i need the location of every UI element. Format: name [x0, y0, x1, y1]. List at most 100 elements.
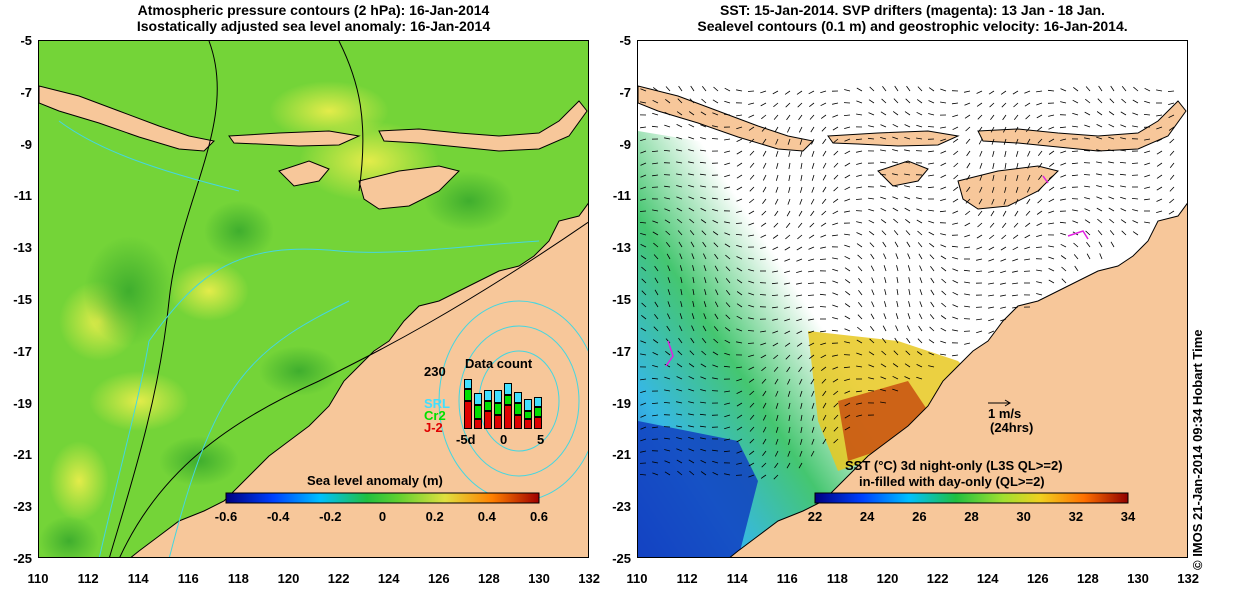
velocity-arrow: [1037, 198, 1043, 204]
velocity-arrow: [963, 269, 971, 272]
velocity-arrow: [1121, 98, 1127, 104]
velocity-arrow: [713, 326, 719, 332]
velocity-arrow: [991, 138, 995, 145]
velocity-arrow: [808, 234, 815, 239]
velocity-arrow: [807, 294, 815, 296]
velocity-arrow: [760, 234, 767, 238]
velocity-arrow: [749, 162, 755, 168]
velocity-arrow: [640, 340, 647, 344]
velocity-arrow: [856, 100, 863, 104]
velocity-arrow: [1108, 149, 1115, 152]
velocity-arrow: [762, 186, 767, 193]
velocity-arrow: [800, 162, 803, 169]
velocity-arrow: [833, 174, 839, 180]
velocity-arrow: [977, 222, 983, 228]
velocity-arrow: [762, 438, 767, 445]
velocity-arrow: [1132, 209, 1139, 212]
velocity-arrow: [784, 330, 791, 334]
velocity-arrow: [714, 313, 719, 320]
velocity-arrow: [748, 292, 755, 296]
velocity-arrow: [1083, 149, 1091, 152]
velocity-arrow: [919, 277, 923, 284]
velocity-arrow: [966, 174, 971, 181]
velocity-arrow: [640, 150, 647, 154]
left-title-line1: Atmospheric pressure contours (2 hPa): 1…: [137, 2, 490, 18]
velocity-arrow: [725, 290, 731, 296]
velocity-arrow: [676, 388, 683, 392]
velocity-arrow: [775, 426, 779, 433]
velocity-arrow: [844, 244, 851, 248]
velocity-arrow: [916, 376, 923, 380]
velocity-arrow: [712, 377, 719, 380]
data-count-bar: [484, 411, 492, 429]
velocity-arrow: [896, 277, 899, 284]
velocity-arrow: [832, 114, 839, 118]
velocity-arrow: [870, 313, 875, 320]
left-x-tick: 114: [127, 571, 149, 586]
velocity-arrow: [1047, 89, 1055, 92]
right-x-tick: 128: [1077, 571, 1099, 586]
velocity-arrow: [786, 114, 791, 121]
velocity-arrow: [952, 280, 959, 284]
velocity-arrow: [820, 222, 827, 227]
velocity-arrow: [1049, 162, 1055, 168]
velocity-arrow: [918, 325, 923, 332]
velocity-arrow: [652, 209, 659, 212]
velocity-arrow: [680, 277, 683, 284]
velocity-arrow: [844, 378, 851, 381]
velocity-arrow: [810, 198, 815, 205]
velocity-arrow: [1024, 246, 1031, 250]
sea-level-colorbar-tick: 0.6: [529, 509, 549, 524]
velocity-arrow: [822, 414, 827, 421]
velocity-arrow: [1085, 86, 1091, 92]
right-y-tick: -7: [619, 84, 631, 100]
velocity-arrow: [652, 472, 659, 476]
velocity-arrow: [796, 306, 803, 309]
velocity-arrow: [761, 126, 767, 132]
velocity-arrow: [700, 363, 707, 368]
velocity-arrow: [940, 315, 947, 320]
velocity-arrow: [800, 402, 803, 409]
velocity-arrow: [966, 186, 971, 193]
velocity-arrow: [1120, 149, 1127, 152]
velocity-arrow: [700, 401, 707, 404]
velocity-arrow: [724, 113, 731, 116]
velocity-arrow: [894, 241, 899, 248]
velocity-arrow: [1108, 136, 1115, 140]
velocity-arrow: [724, 438, 731, 441]
velocity-arrow: [908, 277, 911, 284]
left-y-tick: -7: [20, 84, 32, 100]
right-y-tick: -15: [612, 292, 631, 307]
velocity-arrow: [652, 231, 659, 236]
velocity-arrow: [811, 174, 815, 181]
velocity-arrow: [652, 352, 659, 356]
velocity-arrow: [880, 161, 887, 164]
velocity-arrow: [775, 390, 779, 397]
velocity-arrow: [1156, 198, 1163, 202]
velocity-arrow: [749, 414, 755, 420]
velocity-arrow: [724, 87, 731, 92]
velocity-arrow: [679, 265, 683, 272]
right-y-tick: -17: [612, 343, 631, 359]
velocity-arrow: [787, 198, 791, 205]
velocity-arrow: [784, 282, 791, 285]
velocity-arrow: [856, 186, 863, 189]
velocity-arrow: [639, 222, 647, 224]
velocity-arrow: [724, 150, 731, 153]
velocity-arrow: [786, 210, 791, 217]
velocity-arrow: [869, 242, 875, 248]
right-y-tick: -21: [612, 447, 631, 463]
velocity-arrow: [724, 402, 731, 405]
velocity-arrow: [1027, 150, 1031, 157]
velocity-arrow: [894, 85, 899, 92]
velocity-arrow: [700, 185, 707, 188]
velocity-arrow: [784, 90, 791, 95]
velocity-arrow: [1109, 218, 1115, 224]
velocity-arrow: [676, 196, 683, 200]
velocity-arrow: [736, 174, 743, 179]
velocity-arrow: [663, 402, 671, 404]
sst-colorbar-tick: 22: [807, 509, 823, 524]
velocity-arrow: [893, 98, 899, 104]
velocity-arrow: [1119, 162, 1127, 164]
imos-credit: © IMOS 21-Jan-2014 09:34 Hobart Time: [1190, 329, 1205, 570]
